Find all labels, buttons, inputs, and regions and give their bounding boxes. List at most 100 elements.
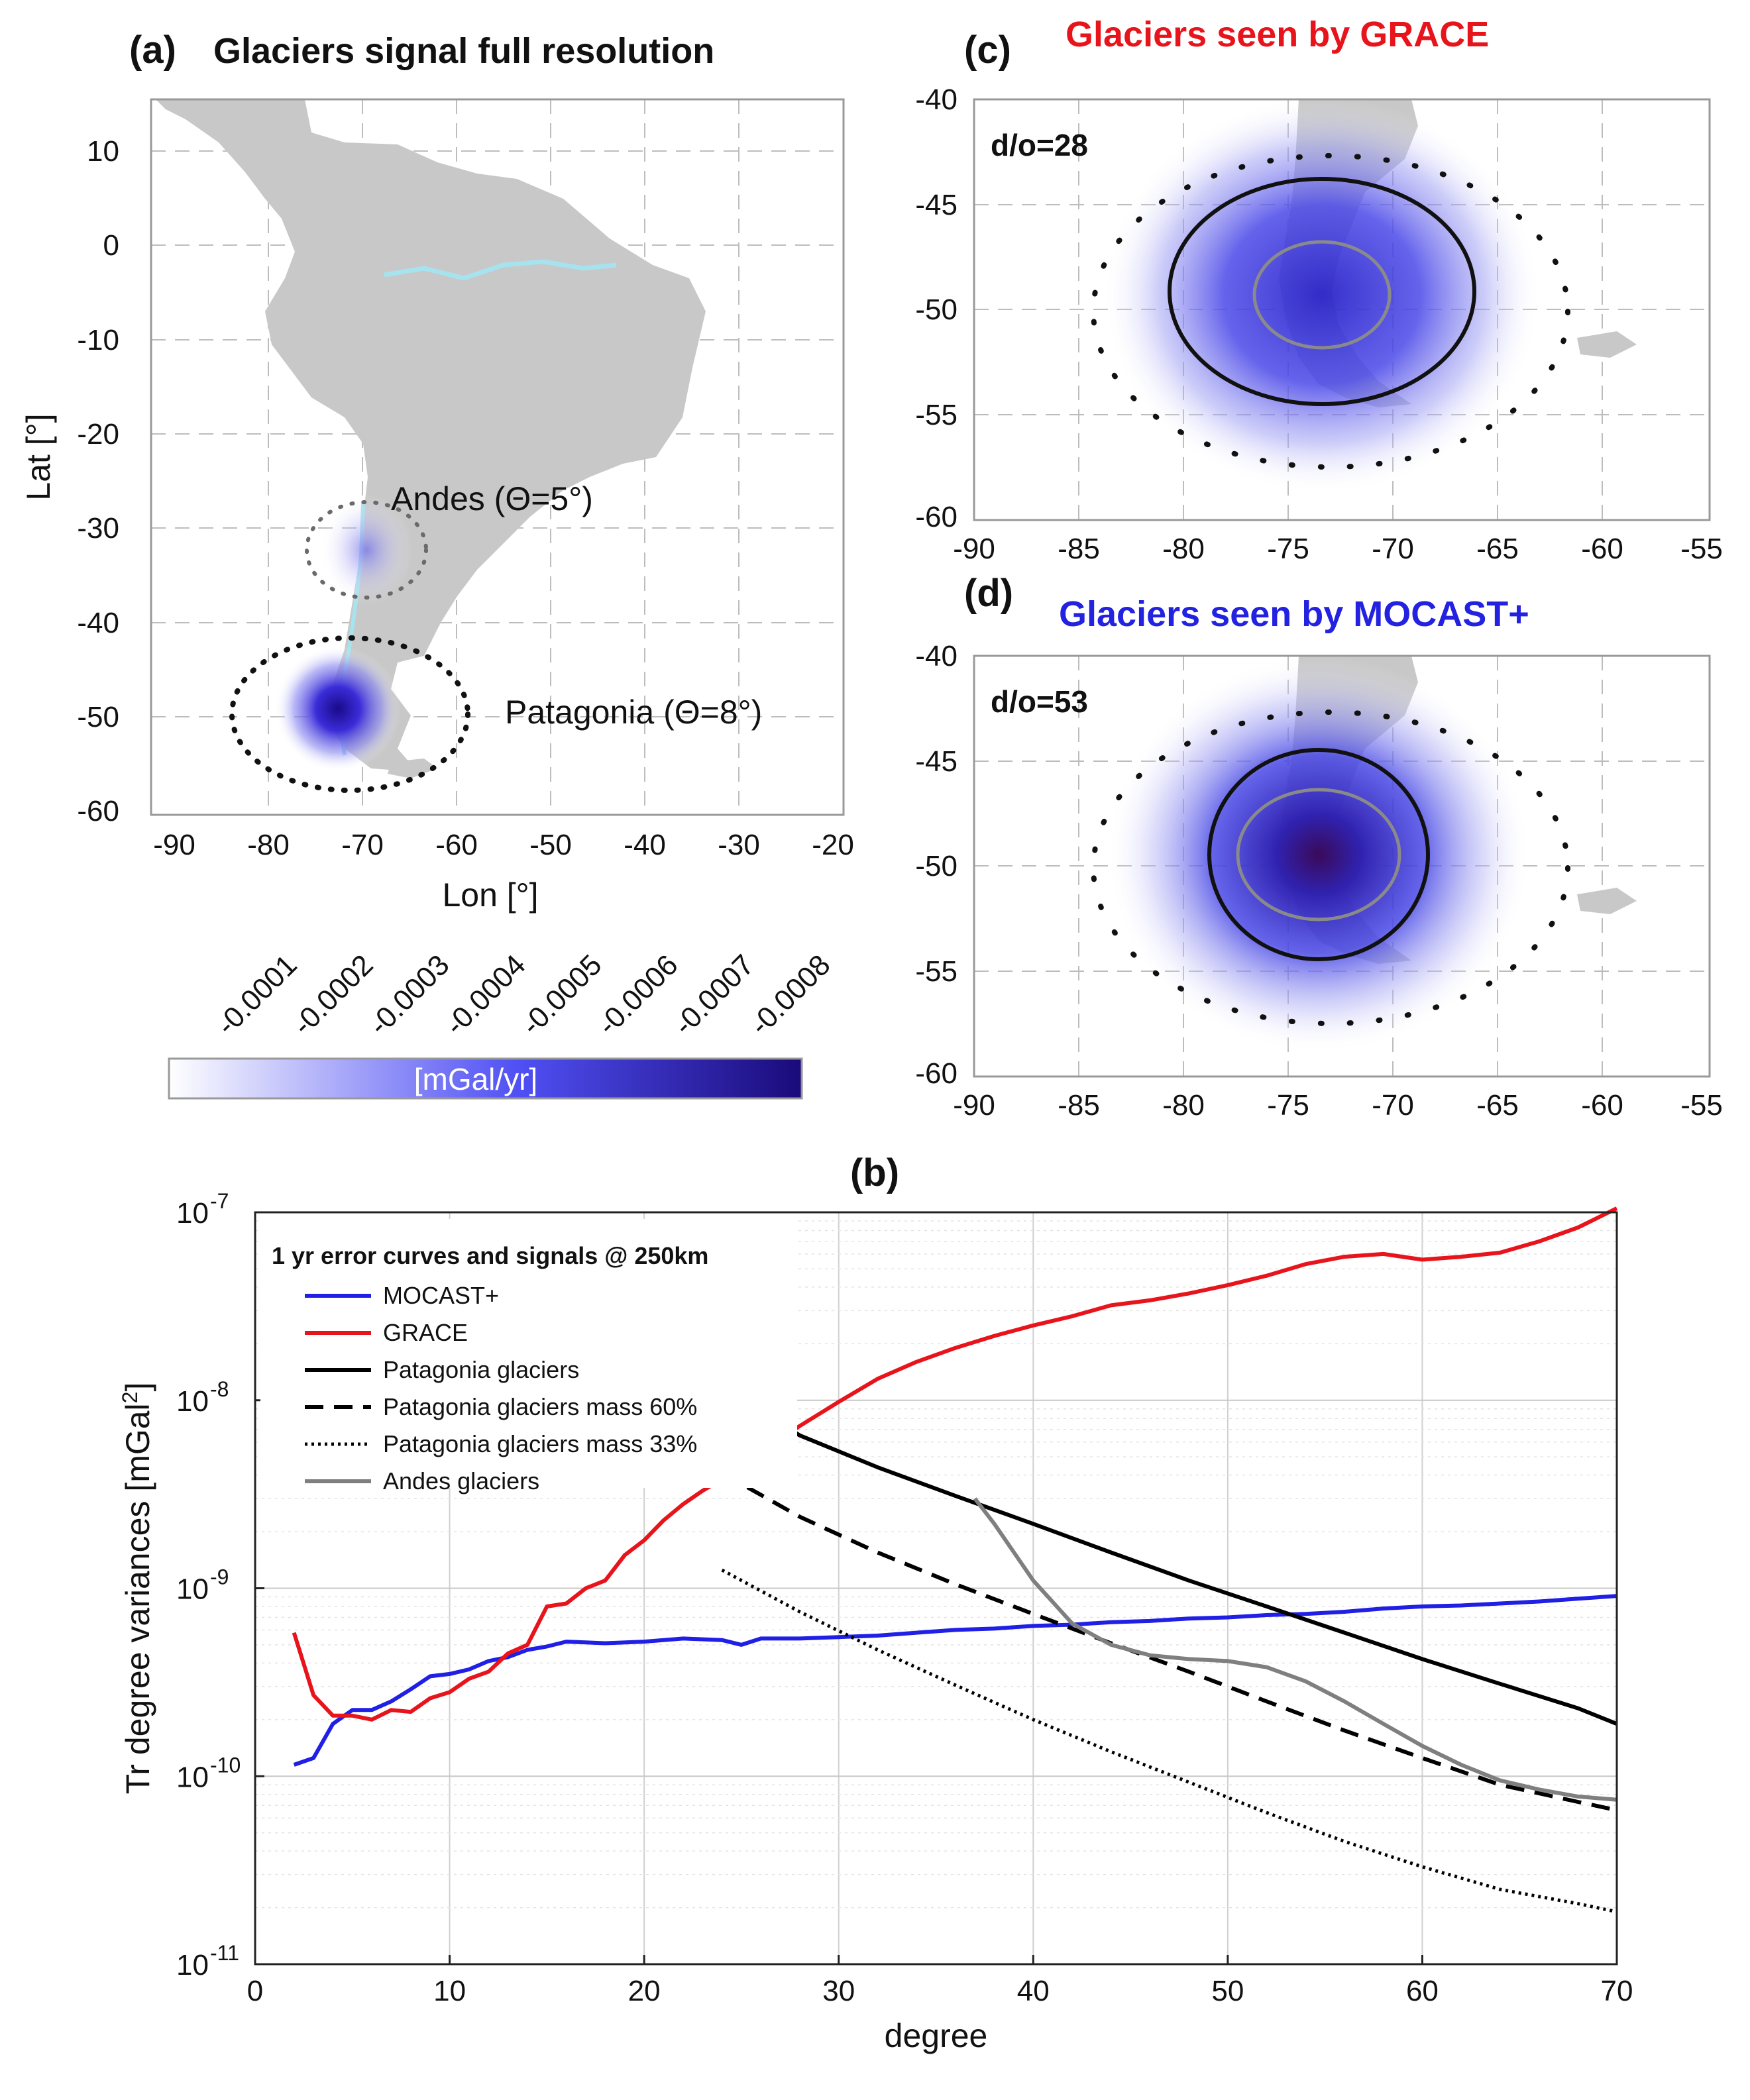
panel-c-do: d/o=28 <box>991 128 1088 162</box>
panel-a-label: (a) <box>129 28 176 72</box>
svg-text:-65: -65 <box>1476 533 1519 565</box>
svg-text:-60: -60 <box>915 1057 957 1090</box>
svg-text:-0.0008: -0.0008 <box>743 949 836 1041</box>
svg-text:-55: -55 <box>1680 533 1723 565</box>
svg-text:-40: -40 <box>915 640 957 672</box>
svg-text:-55: -55 <box>915 955 957 988</box>
x-tick-label: 20 <box>628 1975 661 2007</box>
panel-c-inner-circle <box>1252 240 1392 350</box>
tierra-del-fuego-land <box>388 759 437 778</box>
panel-d-title: Glaciers seen by MOCAST+ <box>1059 594 1529 634</box>
series-line-3 <box>721 1471 1617 1812</box>
panel-d: (d) Glaciers seen by MOCAST+ d/o=53 <box>915 572 1722 1122</box>
andes-signal <box>320 494 413 606</box>
y-tick-exponent: -9 <box>210 1565 229 1589</box>
svg-text:-70: -70 <box>1372 1089 1414 1122</box>
svg-text:0: 0 <box>103 229 119 262</box>
chart-b-legend: 1 yr error curves and signals @ 250km MOC… <box>260 1219 797 1495</box>
svg-text:-90: -90 <box>153 829 195 861</box>
legend-entry-0: MOCAST+ <box>383 1282 499 1309</box>
panel-d-frame <box>973 655 1711 1078</box>
svg-text:-0.0004: -0.0004 <box>439 949 531 1041</box>
panel-a-xticks: -90 -80 -70 -60 -50 -40 -30 -20 <box>153 829 854 861</box>
svg-text:-80: -80 <box>1162 1089 1205 1122</box>
andes-theta-circle <box>305 500 428 600</box>
svg-text:-55: -55 <box>915 399 957 431</box>
series-line-2 <box>720 1383 1618 1726</box>
panel-d-theta-circle <box>1091 709 1570 1026</box>
colorbar-strip <box>168 1057 803 1100</box>
svg-text:-0.0003: -0.0003 <box>362 949 455 1041</box>
y-tick-label: 10 <box>176 1761 209 1793</box>
panel-c-theta-circle <box>1091 153 1570 470</box>
panel-a-yticks: 10 0 -10 -20 -30 -40 -50 -60 <box>77 135 119 827</box>
x-tick-label: 60 <box>1406 1975 1439 2007</box>
x-tick-label: 0 <box>247 1975 263 2007</box>
colorbar-ticks: -0.0001 -0.0002 -0.0003 -0.0004 -0.0005 … <box>210 949 836 1041</box>
svg-text:-60: -60 <box>435 829 478 861</box>
svg-text:-0.0002: -0.0002 <box>286 949 379 1041</box>
panel-a: (a) Glaciers signal full resolution <box>20 28 854 914</box>
chart-b-ylabel: Tr degree variances [mGal2] <box>118 1383 156 1795</box>
panel-c-signal-contour <box>1168 177 1476 406</box>
legend-entry-5: Andes glaciers <box>383 1467 539 1495</box>
south-america-land <box>156 99 706 772</box>
svg-text:-90: -90 <box>953 1089 995 1122</box>
patagonia-label: Patagonia (Θ=8°) <box>505 694 762 731</box>
svg-text:-80: -80 <box>1162 533 1205 565</box>
svg-text:-60: -60 <box>1581 1089 1623 1122</box>
y-tick-exponent: -10 <box>210 1753 241 1777</box>
panel-a-title: Glaciers signal full resolution <box>213 31 714 71</box>
chart-b-xticks: 0 10 20 30 40 50 60 70 <box>247 1955 1633 2007</box>
svg-text:-50: -50 <box>915 850 957 882</box>
svg-text:10: 10 <box>87 135 119 168</box>
patagonia-signal <box>275 646 401 772</box>
central-america-land <box>156 99 232 126</box>
x-tick-label: 50 <box>1211 1975 1244 2007</box>
panel-d-do: d/o=53 <box>991 684 1088 719</box>
svg-text:-30: -30 <box>77 512 119 545</box>
svg-text:-10: -10 <box>77 324 119 356</box>
x-tick-label: 40 <box>1017 1975 1050 2007</box>
legend-entry-1: GRACE <box>383 1319 468 1346</box>
panel-d-inner-circle <box>1236 788 1401 921</box>
svg-text:-40: -40 <box>915 83 957 116</box>
x-tick-label: 10 <box>433 1975 466 2007</box>
panel-c-frame <box>973 98 1711 521</box>
svg-text:-80: -80 <box>247 829 290 861</box>
y-tick-label: 10 <box>176 1197 209 1230</box>
x-tick-label: 30 <box>822 1975 855 2007</box>
panel-c-title: Glaciers seen by GRACE <box>1066 15 1489 54</box>
svg-text:-75: -75 <box>1267 1089 1309 1122</box>
svg-text:-40: -40 <box>77 607 119 639</box>
svg-text:-0.0007: -0.0007 <box>667 949 760 1041</box>
panel-c-yticks: -40 -45 -50 -55 -60 <box>915 83 957 533</box>
y-tick-label: 10 <box>176 1573 209 1606</box>
svg-text:-85: -85 <box>1058 1089 1100 1122</box>
y-tick-exponent: -11 <box>210 1941 239 1965</box>
series-line-0 <box>293 1594 1617 1767</box>
legend-title: 1 yr error curves and signals @ 250km <box>272 1242 708 1269</box>
panel-b: (b) 0 10 20 30 40 50 60 70 10-710-810-910 -1010-… <box>118 1151 1633 2054</box>
panel-a-frame <box>150 98 845 816</box>
legend-entry-2: Patagonia glaciers <box>383 1356 579 1383</box>
svg-text:-40: -40 <box>624 829 666 861</box>
svg-text:-85: -85 <box>1058 533 1100 565</box>
svg-text:-60: -60 <box>1581 533 1623 565</box>
patagonia-theta-circle <box>229 635 470 793</box>
svg-text:-75: -75 <box>1267 533 1309 565</box>
panel-b-label: (b) <box>850 1151 899 1194</box>
svg-text:-20: -20 <box>812 829 854 861</box>
series-line-5 <box>973 1497 1617 1802</box>
panel-c-xticks: -90 -85 -80 -75 -70 -65 -60 -55 <box>953 533 1723 565</box>
panel-a-xlabel: Lon [°] <box>442 876 538 914</box>
svg-text:-30: -30 <box>718 829 760 861</box>
y-tick-exponent: -7 <box>210 1189 229 1213</box>
svg-text:-70: -70 <box>341 829 384 861</box>
svg-text:-0.0006: -0.0006 <box>591 949 684 1041</box>
panel-a-ylabel: Lat [°] <box>20 413 57 500</box>
svg-text:-90: -90 <box>953 533 995 565</box>
svg-text:-55: -55 <box>1680 1089 1723 1122</box>
